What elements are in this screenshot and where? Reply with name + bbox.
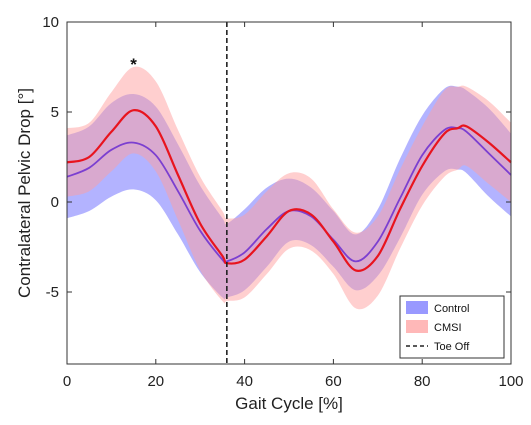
y-axis-ticks: -5 0 5 10 bbox=[42, 14, 511, 301]
legend: Control CMSI Toe Off bbox=[399, 295, 505, 359]
x-tick-label: 20 bbox=[147, 373, 164, 390]
y-tick-label: 10 bbox=[42, 14, 59, 31]
legend-label-control: Control bbox=[434, 303, 469, 315]
x-axis-ticks: 0 20 40 60 80 100 bbox=[63, 22, 524, 390]
x-tick-label: 40 bbox=[236, 373, 253, 390]
x-tick-label: 100 bbox=[498, 373, 523, 390]
legend-label-cmsi: CMSI bbox=[434, 322, 462, 334]
x-tick-label: 80 bbox=[414, 373, 431, 390]
y-tick-label: 5 bbox=[51, 104, 59, 121]
legend-swatch-cmsi bbox=[406, 320, 428, 333]
y-tick-label: -5 bbox=[46, 284, 59, 301]
plot-area-frame bbox=[66, 21, 512, 365]
band-cmsi bbox=[67, 66, 511, 310]
legend-label-toe-off: Toe Off bbox=[434, 341, 470, 353]
x-tick-label: 0 bbox=[63, 373, 71, 390]
shaded-bands bbox=[67, 66, 511, 310]
legend-swatch-control bbox=[406, 301, 428, 314]
x-tick-label: 60 bbox=[325, 373, 342, 390]
mean-line-cmsi bbox=[66, 109, 512, 272]
y-tick-label: 0 bbox=[51, 194, 59, 211]
y-axis-label: Contralateral Pelvic Drop [°] bbox=[15, 88, 34, 298]
mean-lines bbox=[66, 109, 512, 272]
annotations: * bbox=[130, 55, 137, 74]
significance-marker: * bbox=[130, 55, 137, 74]
x-axis-label: Gait Cycle [%] bbox=[235, 394, 343, 413]
